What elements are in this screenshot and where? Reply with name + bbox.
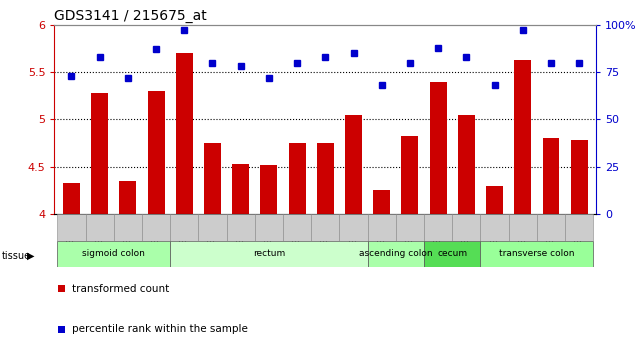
Bar — [311, 214, 340, 241]
Bar — [254, 214, 283, 241]
Bar — [481, 241, 594, 267]
Text: transverse colon: transverse colon — [499, 250, 574, 258]
Bar — [260, 165, 278, 214]
Bar — [424, 214, 453, 241]
Bar — [113, 214, 142, 241]
Text: ascending colon: ascending colon — [359, 250, 433, 258]
Bar — [565, 214, 594, 241]
Text: tissue: tissue — [1, 251, 30, 261]
Bar — [63, 183, 80, 214]
Bar — [542, 138, 560, 214]
Bar — [119, 181, 137, 214]
Bar — [481, 214, 509, 241]
Bar — [226, 214, 254, 241]
Text: GDS3141 / 215675_at: GDS3141 / 215675_at — [54, 9, 207, 23]
Bar — [458, 115, 475, 214]
Bar — [317, 143, 334, 214]
Bar — [204, 143, 221, 214]
Bar — [429, 81, 447, 214]
Bar — [147, 91, 165, 214]
Text: ▶: ▶ — [27, 251, 35, 261]
Bar — [176, 53, 193, 214]
Bar — [170, 214, 198, 241]
Bar — [57, 241, 170, 267]
Bar — [401, 136, 419, 214]
Bar — [170, 241, 368, 267]
Bar — [424, 241, 481, 267]
Bar — [57, 214, 85, 241]
Bar — [91, 93, 108, 214]
Bar — [486, 186, 503, 214]
Bar — [509, 214, 537, 241]
Bar — [514, 60, 531, 214]
Bar — [283, 214, 311, 241]
Bar — [142, 214, 170, 241]
Bar — [345, 115, 362, 214]
Bar — [396, 214, 424, 241]
Bar — [85, 214, 113, 241]
Text: transformed count: transformed count — [72, 284, 169, 294]
Text: rectum: rectum — [253, 250, 285, 258]
Bar — [232, 164, 249, 214]
Text: cecum: cecum — [437, 250, 467, 258]
Bar — [570, 140, 588, 214]
Bar — [288, 143, 306, 214]
Bar — [537, 214, 565, 241]
Bar — [453, 214, 481, 241]
Bar — [198, 214, 226, 241]
Bar — [340, 214, 368, 241]
Text: sigmoid colon: sigmoid colon — [82, 250, 145, 258]
Bar — [368, 214, 396, 241]
Bar — [368, 241, 424, 267]
Text: percentile rank within the sample: percentile rank within the sample — [72, 324, 247, 335]
Bar — [373, 190, 390, 214]
